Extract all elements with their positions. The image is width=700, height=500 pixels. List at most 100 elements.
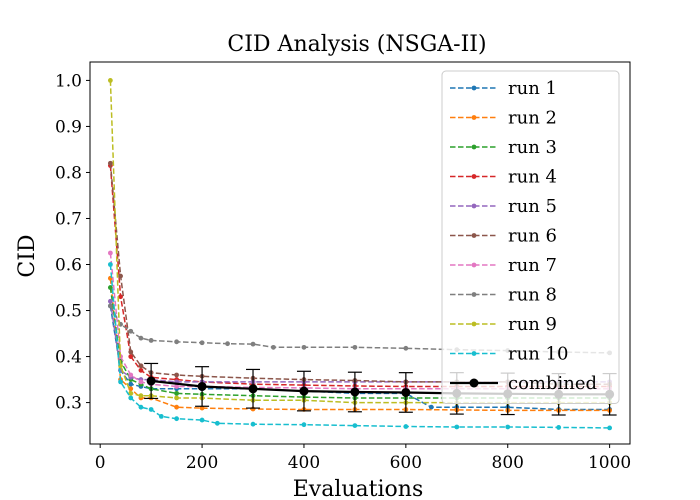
data-point-run-5 <box>107 298 113 304</box>
data-point-run-8 <box>403 345 409 351</box>
data-point-run-10 <box>174 416 180 422</box>
data-point-run-8 <box>225 341 230 347</box>
data-point-run-8 <box>301 344 307 350</box>
legend-marker <box>471 321 477 327</box>
legend-label: run 9 <box>508 314 557 335</box>
data-point-run-10 <box>505 424 511 430</box>
legend-label: run 7 <box>508 255 557 276</box>
legend-box <box>441 70 620 404</box>
data-point-run-6 <box>128 349 134 355</box>
data-point-run-7 <box>128 372 134 378</box>
data-point-run-10 <box>556 425 562 430</box>
legend-marker <box>471 85 477 91</box>
data-point-combined <box>146 376 156 386</box>
data-point-run-4 <box>118 294 123 300</box>
y-tick-label: 0.5 <box>55 302 82 322</box>
data-point-run-10 <box>158 413 164 419</box>
y-tick-label: 0.7 <box>55 209 82 229</box>
y-axis-label: CID <box>15 234 40 277</box>
data-point-run-10 <box>301 422 307 428</box>
legend-marker <box>471 292 477 297</box>
legend-label: run 3 <box>508 137 557 158</box>
data-point-combined <box>350 387 360 397</box>
data-point-combined <box>248 384 258 394</box>
data-point-run-6 <box>107 160 113 166</box>
legend-marker <box>471 174 477 179</box>
data-point-run-6 <box>118 273 123 279</box>
data-point-run-8 <box>174 339 180 345</box>
y-tick-label: 1.0 <box>55 71 82 91</box>
data-point-run-10 <box>118 379 123 385</box>
legend-label: run 6 <box>508 226 557 247</box>
data-point-run-8 <box>270 344 276 350</box>
data-point-run-2 <box>128 386 134 392</box>
legend-marker <box>471 144 477 150</box>
x-axis-label: Evaluations <box>293 477 424 500</box>
legend-marker <box>471 233 477 238</box>
data-point-run-10 <box>250 421 256 427</box>
legend-marker <box>471 203 477 209</box>
data-point-run-9 <box>138 393 144 399</box>
data-point-run-1 <box>428 404 434 410</box>
chart-title: CID Analysis (NSGA-II) <box>227 32 486 57</box>
x-tick-label: 400 <box>288 453 320 473</box>
legend-label: run 5 <box>508 196 557 217</box>
data-point-run-10 <box>138 404 144 410</box>
x-tick-label: 0 <box>95 453 106 473</box>
data-point-run-10 <box>352 423 358 428</box>
data-point-run-10 <box>403 424 409 429</box>
data-point-run-10 <box>148 407 154 412</box>
data-point-run-8 <box>352 344 358 350</box>
data-point-run-6 <box>138 363 144 369</box>
y-tick-label: 0.8 <box>55 163 82 183</box>
series-line-run-10 <box>109 264 610 429</box>
data-point-combined <box>197 381 207 391</box>
data-point-run-9 <box>107 78 113 83</box>
data-point-run-7 <box>107 250 113 256</box>
y-tick-label: 0.6 <box>55 256 82 276</box>
legend-label: run 2 <box>508 108 557 129</box>
legend-label: run 8 <box>508 285 557 306</box>
data-point-run-8 <box>138 335 144 341</box>
axes-frame <box>89 61 631 445</box>
data-point-run-8 <box>148 338 154 343</box>
data-point-run-4 <box>128 354 134 359</box>
legend-label: run 4 <box>508 167 557 188</box>
legend-marker <box>471 262 477 268</box>
data-point-run-7 <box>138 379 144 385</box>
y-tick-label: 0.4 <box>55 348 82 368</box>
data-point-run-3 <box>107 285 113 290</box>
data-point-run-9 <box>174 395 180 401</box>
y-tick-label: 0.9 <box>55 117 82 137</box>
x-tick-label: 1000 <box>588 453 631 473</box>
data-point-run-10 <box>128 395 134 401</box>
data-point-run-7 <box>174 384 180 389</box>
legend: run 1 run 2 run 3 run 4 run 5 run 6 run 7 run 8… <box>441 70 620 404</box>
data-point-run-8 <box>199 340 205 346</box>
data-point-run-10 <box>607 425 613 431</box>
data-point-run-2 <box>174 404 180 410</box>
y-tick-label: 0.3 <box>55 394 82 414</box>
legend-label: run 10 <box>508 344 568 365</box>
data-point-run-10 <box>454 424 460 430</box>
data-point-run-8 <box>128 328 134 334</box>
legend-marker <box>471 115 477 120</box>
data-point-run-4 <box>138 367 144 373</box>
legend-marker <box>469 378 479 388</box>
data-point-run-2 <box>199 405 205 411</box>
data-point-run-8 <box>250 341 256 347</box>
data-point-run-8 <box>107 303 113 309</box>
legend-label: run 1 <box>508 78 557 99</box>
data-point-run-10 <box>199 417 205 423</box>
data-point-run-10 <box>214 420 220 426</box>
data-point-run-1 <box>128 381 134 387</box>
legend-marker <box>471 351 477 356</box>
data-point-run-9 <box>128 390 134 396</box>
data-point-combined <box>299 386 309 396</box>
data-point-combined <box>401 387 411 397</box>
legend-label: combined <box>508 373 597 394</box>
x-tick-label: 200 <box>186 453 218 473</box>
data-point-run-3 <box>174 390 180 396</box>
data-point-run-6 <box>174 372 180 378</box>
